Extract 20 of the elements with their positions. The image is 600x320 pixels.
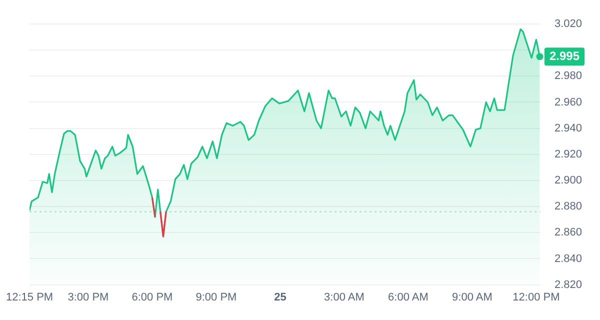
y-tick-label: 2.840: [554, 252, 582, 265]
x-tick-label: 12:00 PM: [512, 291, 560, 304]
y-tick-label: 2.820: [554, 278, 582, 291]
x-tick-label: 9:00 AM: [452, 291, 492, 304]
y-tick-label: 2.880: [554, 200, 582, 213]
y-tick-label: 2.980: [554, 70, 582, 82]
x-tick-label: 25: [274, 291, 286, 304]
x-tick-label: 3:00 PM: [68, 291, 109, 304]
y-tick-label: 2.860: [554, 226, 582, 239]
x-tick-label: 9:00 PM: [196, 291, 237, 304]
y-tick-label: 2.900: [554, 174, 582, 187]
x-tick-label: 3:00 AM: [324, 291, 364, 304]
y-tick-label: 3.020: [554, 18, 582, 30]
x-tick-label: 6:00 PM: [132, 291, 173, 304]
x-tick-label: 12:15 PM: [6, 291, 54, 304]
annotation: 2.995: [549, 48, 580, 63]
y-tick-label: 2.920: [554, 148, 582, 160]
x-tick-label: 6:00 AM: [388, 291, 428, 304]
y-tick-label: 2.940: [554, 122, 582, 134]
y-tick-label: 2.960: [554, 96, 582, 108]
